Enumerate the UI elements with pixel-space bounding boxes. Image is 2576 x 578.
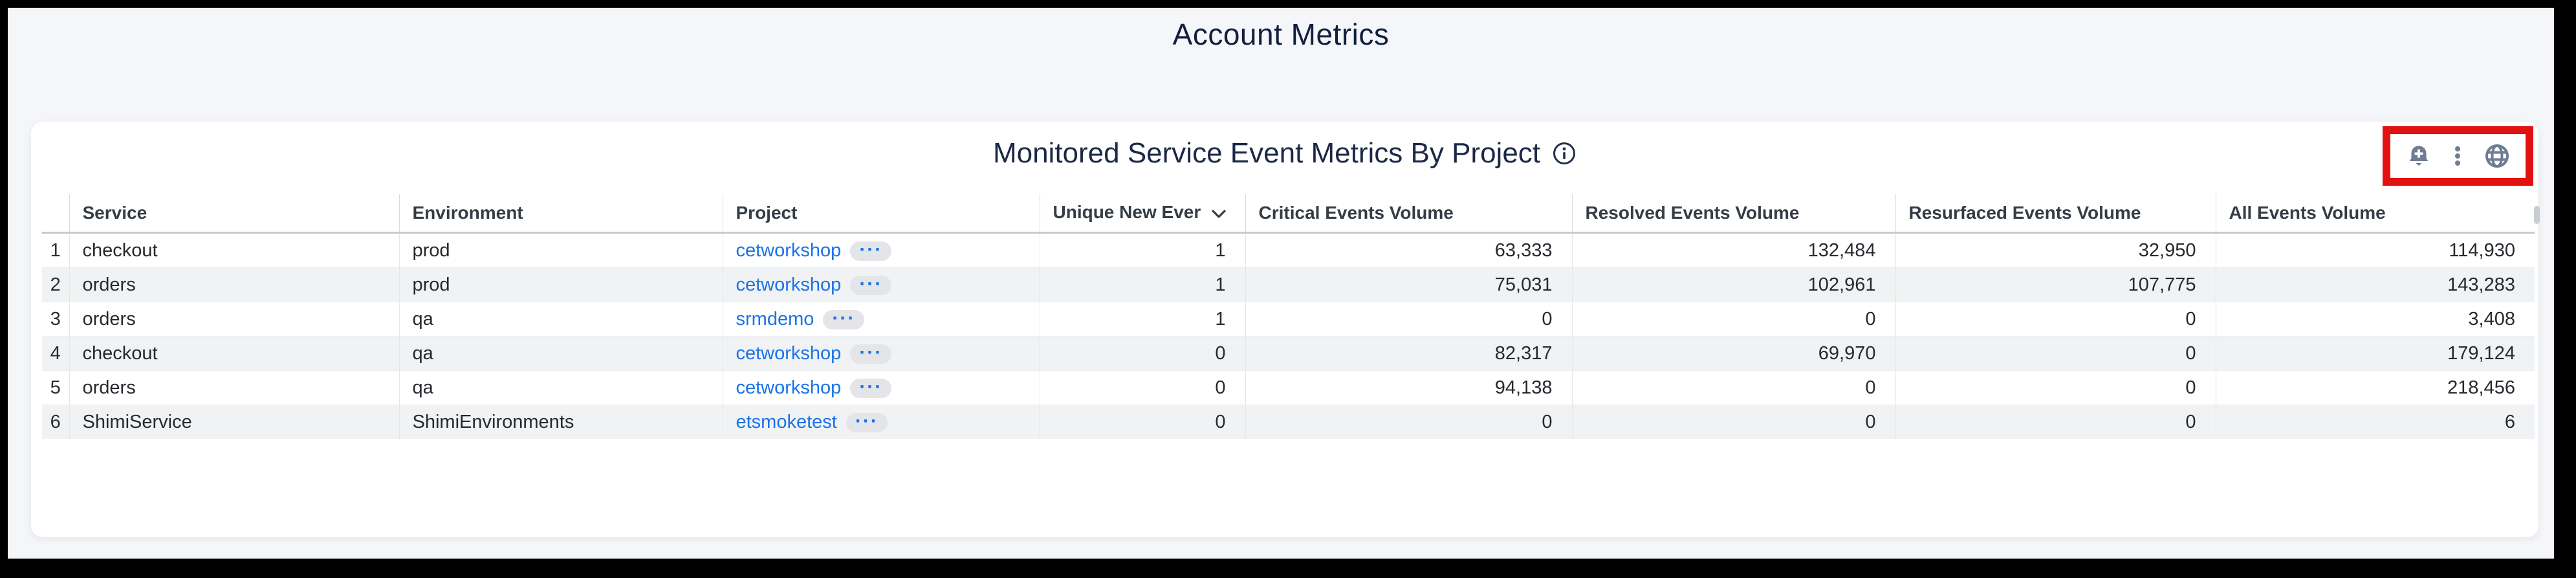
cell-all: 114,930: [2215, 232, 2535, 268]
row-number: 1: [42, 232, 69, 268]
cell-resolved: 0: [1571, 370, 1895, 405]
cell-unique-new-ever: 0: [1039, 405, 1245, 439]
cell-resolved: 102,961: [1571, 267, 1895, 302]
cell-environment: prod: [398, 232, 723, 268]
cell-all: 6: [2215, 405, 2535, 439]
row-number: 2: [42, 267, 69, 302]
project-datalinks-badge[interactable]: ···: [823, 308, 865, 329]
project-datalinks-badge[interactable]: ···: [850, 342, 892, 364]
cell-project: etsmoketest ···: [722, 405, 1040, 439]
panel-title: Monitored Service Event Metrics By Proje…: [992, 137, 1541, 169]
table-row: 2 orders prod cetworkshop ··· 1 75,031 10…: [42, 267, 2535, 302]
chevron-down-icon: [1211, 203, 1227, 224]
cell-critical: 0: [1245, 302, 1572, 337]
col-header-environment[interactable]: Environment: [398, 194, 723, 234]
cell-project: cetworkshop ···: [722, 336, 1040, 371]
cell-resolved: 0: [1571, 405, 1895, 439]
cell-environment: prod: [398, 267, 723, 302]
bell-plus-icon[interactable]: [2407, 144, 2431, 168]
cell-critical: 63,333: [1245, 232, 1572, 268]
cell-critical: 0: [1245, 405, 1572, 439]
table-row: 4 checkout qa cetworkshop ··· 0 82,317 69…: [42, 336, 2535, 371]
cell-project: cetworkshop ···: [722, 232, 1040, 268]
cell-critical: 75,031: [1245, 267, 1572, 302]
cell-unique-new-ever: 1: [1039, 267, 1245, 302]
cell-resurfaced: 107,775: [1895, 267, 2216, 302]
project-datalinks-badge[interactable]: ···: [850, 377, 892, 398]
cell-unique-new-ever: 0: [1039, 336, 1245, 371]
metrics-table: Service Environment Project Unique New E…: [42, 194, 2535, 439]
col-header-all[interactable]: All Events Volume: [2215, 194, 2535, 234]
table-row: 3 orders qa srmdemo ··· 1 0 0 0 3,408: [42, 302, 2535, 337]
cell-environment: qa: [398, 302, 723, 337]
cell-service: checkout: [69, 336, 399, 371]
table-row: 5 orders qa cetworkshop ··· 0 94,138 0 0 …: [42, 370, 2535, 405]
cell-resurfaced: 0: [1895, 302, 2216, 337]
cell-unique-new-ever: 1: [1039, 302, 1245, 337]
col-header-resurfaced[interactable]: Resurfaced Events Volume: [1895, 194, 2216, 234]
project-link[interactable]: cetworkshop: [736, 239, 842, 261]
cell-environment: qa: [398, 336, 723, 371]
annotation-highlight-box: [2383, 126, 2533, 186]
cell-project: cetworkshop ···: [722, 267, 1040, 302]
project-link[interactable]: srmdemo: [736, 308, 814, 329]
cell-environment: ShimiEnvironments: [398, 405, 723, 439]
cell-resurfaced: 0: [1895, 405, 2216, 439]
row-number: 3: [42, 302, 69, 337]
cell-service: orders: [69, 267, 399, 302]
dashboard-page: Account Metrics Monitored Service Event …: [8, 8, 2554, 559]
cell-unique-new-ever: 1: [1039, 232, 1245, 268]
cell-all: 179,124: [2215, 336, 2535, 371]
cell-resolved: 69,970: [1571, 336, 1895, 371]
cell-critical: 82,317: [1245, 336, 1572, 371]
cell-resurfaced: 0: [1895, 370, 2216, 405]
cell-service: ShimiService: [69, 405, 399, 439]
project-link[interactable]: cetworkshop: [736, 342, 842, 364]
cell-resolved: 132,484: [1571, 232, 1895, 268]
cell-service: orders: [69, 302, 399, 337]
cell-all: 3,408: [2215, 302, 2535, 337]
cell-critical: 94,138: [1245, 370, 1572, 405]
row-number: 4: [42, 336, 69, 371]
cell-resurfaced: 32,950: [1895, 232, 2216, 268]
project-datalinks-badge[interactable]: ···: [846, 411, 888, 432]
cell-service: checkout: [69, 232, 399, 268]
cell-service: orders: [69, 370, 399, 405]
project-datalinks-badge[interactable]: ···: [850, 239, 892, 261]
col-header-resolved[interactable]: Resolved Events Volume: [1571, 194, 1895, 234]
cell-all: 218,456: [2215, 370, 2535, 405]
col-header-critical[interactable]: Critical Events Volume: [1245, 194, 1572, 234]
project-link[interactable]: etsmoketest: [736, 411, 837, 432]
cell-resurfaced: 0: [1895, 336, 2216, 371]
project-link[interactable]: cetworkshop: [736, 274, 842, 295]
table-header-row: Service Environment Project Unique New E…: [42, 194, 2535, 234]
project-datalinks-badge[interactable]: ···: [850, 274, 892, 295]
row-number: 6: [42, 405, 69, 439]
col-header-service[interactable]: Service: [69, 194, 399, 234]
col-header-rownum: [42, 194, 69, 234]
cell-resolved: 0: [1571, 302, 1895, 337]
table-row: 1 checkout prod cetworkshop ··· 1 63,333 …: [42, 232, 2535, 268]
globe-icon[interactable]: [2484, 143, 2510, 169]
col-header-project[interactable]: Project: [722, 194, 1040, 234]
cell-environment: qa: [398, 370, 723, 405]
cell-unique-new-ever: 0: [1039, 370, 1245, 405]
panel-card: Monitored Service Event Metrics By Proje…: [31, 122, 2540, 537]
project-link[interactable]: cetworkshop: [736, 377, 842, 398]
table-row: 6 ShimiService ShimiEnvironments etsmoke…: [42, 405, 2535, 439]
cell-project: cetworkshop ···: [722, 370, 1040, 405]
col-header-unique-new-ever[interactable]: Unique New Ever: [1039, 194, 1245, 234]
cell-project: srmdemo ···: [722, 302, 1040, 337]
vertical-scrollbar-thumb[interactable]: [2534, 206, 2540, 224]
kebab-menu-icon[interactable]: [2453, 144, 2462, 168]
cell-all: 143,283: [2215, 267, 2535, 302]
page-title: Account Metrics: [1172, 17, 1390, 51]
row-number: 5: [42, 370, 69, 405]
info-circle-icon[interactable]: [1552, 141, 1577, 166]
